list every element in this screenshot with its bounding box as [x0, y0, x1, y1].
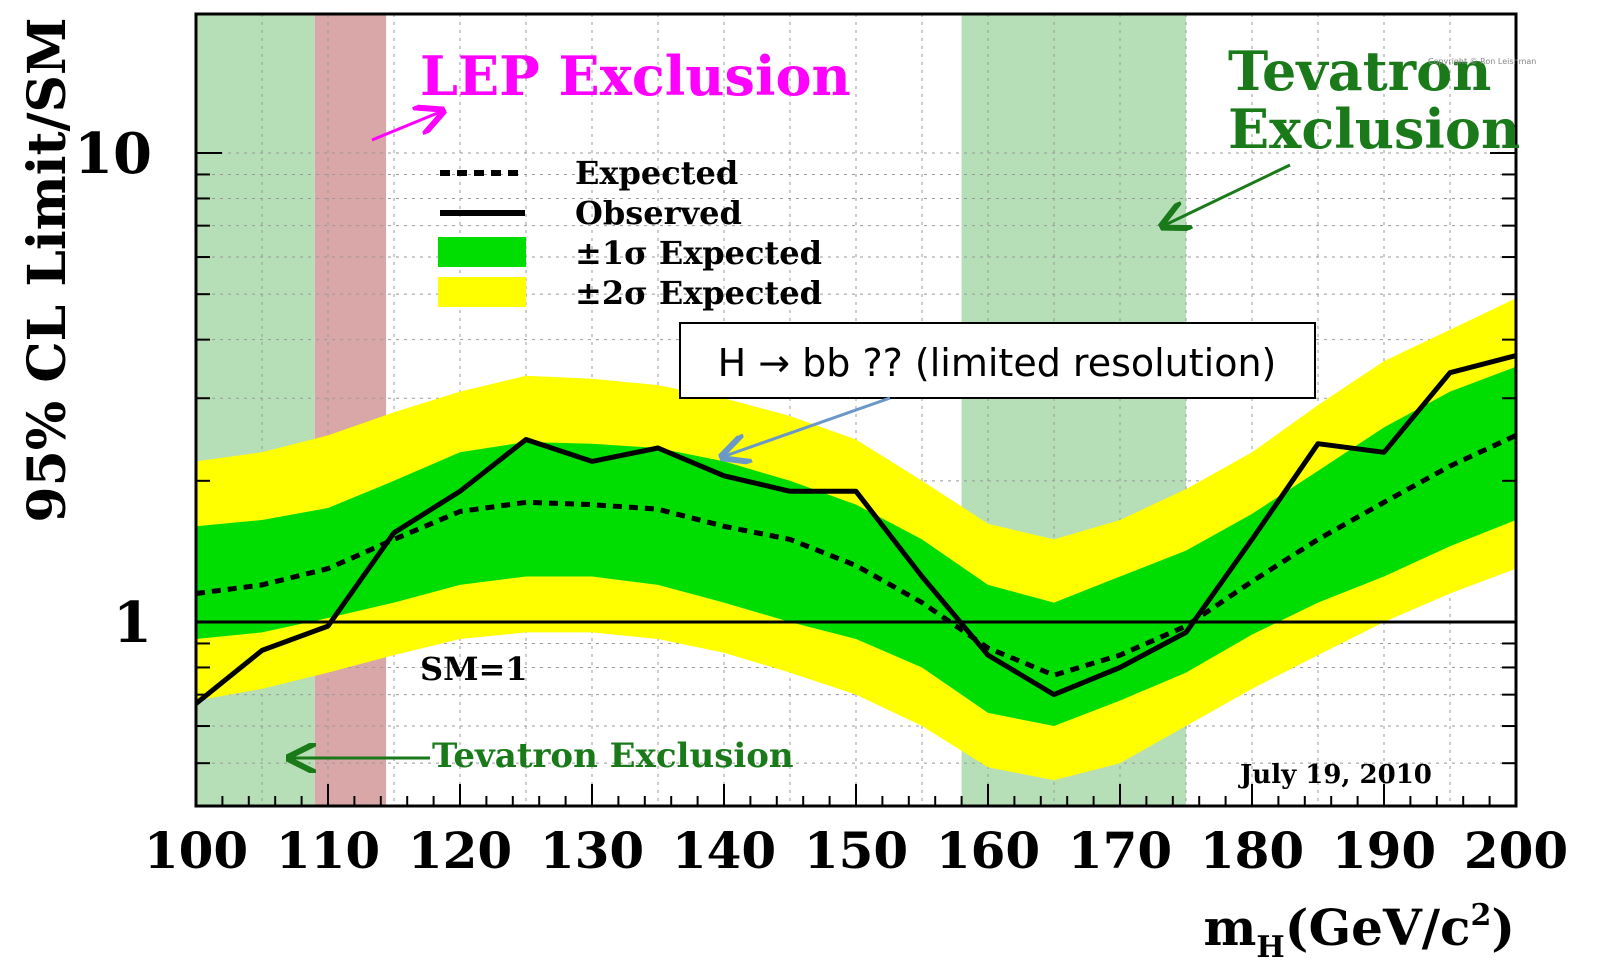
y-axis-ticks: 1 10: [74, 121, 1516, 765]
x-tick-label: 100: [144, 821, 248, 880]
x-tick-label: 180: [1200, 821, 1304, 880]
callout-arrow-icon: [725, 396, 891, 456]
x-tick-label: 140: [672, 821, 776, 880]
x-tick-label: 190: [1332, 821, 1436, 880]
expected-bands: [196, 298, 1516, 781]
lep-arrow-icon: [371, 112, 440, 142]
x-tick-label: 150: [804, 821, 908, 880]
legend-expected-label: Expected: [575, 154, 738, 192]
legend-1sigma-swatch: [438, 237, 526, 267]
legend: Expected Observed ±1σ Expected ±2σ Expec…: [438, 154, 822, 312]
series-line-expected: [196, 433, 1516, 678]
exclusion-region-1: [314, 14, 387, 806]
x-tick-label: 170: [1068, 821, 1172, 880]
tevatron-top-arrow-icon: [1165, 163, 1291, 225]
x-axis-label: mH(GeV/c2): [1204, 898, 1515, 965]
callout-text: H → bb ?? (limited resolution): [718, 341, 1277, 385]
limit-lines: [196, 353, 1516, 706]
x-axis-ticks: 100 110 120 130 140 150 160 170 180 190 200: [144, 784, 1568, 880]
legend-2sigma-label: ±2σ Expected: [575, 274, 822, 312]
y-tick-label: 1: [113, 590, 152, 656]
x-tick-label: 160: [936, 821, 1040, 880]
x-tick-label: 120: [408, 821, 512, 880]
x-tick-label: 130: [540, 821, 644, 880]
tevatron-exclusion-bottom-label: Tevatron Exclusion: [432, 736, 794, 776]
tevatron-exclusion-label-line1: Tevatron: [1228, 39, 1491, 103]
x-tick-label: 110: [276, 821, 380, 880]
sm-label: SM=1: [420, 650, 528, 688]
band-1sigma: [196, 366, 1516, 726]
legend-observed-label: Observed: [575, 194, 742, 232]
series-line-observed: [196, 353, 1516, 706]
date-label: July 19, 2010: [1238, 760, 1432, 790]
lep-exclusion-label: LEP Exclusion: [420, 44, 851, 108]
legend-2sigma-swatch: [438, 277, 526, 307]
legend-1sigma-label: ±1σ Expected: [575, 234, 822, 272]
tevatron-exclusion-label-line2: Exclusion: [1228, 97, 1520, 161]
y-tick-label: 10: [74, 121, 152, 187]
x-tick-label: 200: [1464, 821, 1568, 880]
callout-box: [679, 322, 1316, 399]
copyright-text: Copyright © Ron Leishman: [1428, 57, 1536, 66]
y-axis-label: 95% CL Limit/SM: [17, 17, 78, 522]
